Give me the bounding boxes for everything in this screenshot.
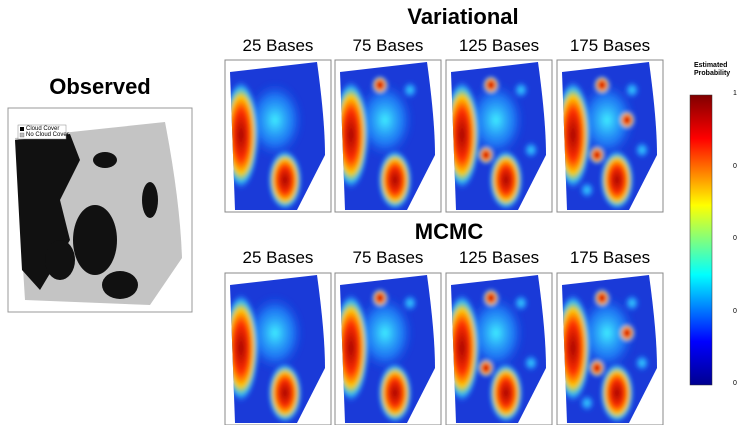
blob	[489, 150, 523, 210]
column-heading: 75 Bases	[352, 36, 424, 55]
blob	[513, 81, 529, 99]
map-fill	[562, 62, 657, 210]
map-fill	[451, 275, 546, 423]
blob	[245, 80, 305, 160]
blob	[523, 141, 539, 159]
blob	[579, 181, 595, 199]
colorbar-tick-label: 0.5	[733, 235, 737, 242]
blob	[577, 293, 637, 373]
column-heading: 175 Bases	[569, 248, 651, 267]
probability-map	[562, 275, 657, 423]
colorbar-tick-label: 0.2	[733, 308, 737, 315]
cloud-patches	[15, 134, 158, 299]
blob	[402, 294, 418, 312]
mcmc-title: MCMC	[414, 219, 484, 244]
blob	[268, 363, 302, 423]
observed-panel	[7, 107, 193, 313]
blob	[466, 293, 526, 373]
blob	[478, 146, 494, 164]
map-fill	[340, 275, 435, 423]
blob	[577, 80, 637, 160]
blob	[355, 80, 415, 160]
blob	[378, 150, 412, 210]
observed-title: Observed	[49, 74, 151, 99]
probability-map	[451, 275, 546, 423]
blob	[483, 76, 499, 94]
colorbar-tick-label: 0	[733, 380, 737, 387]
blob	[624, 294, 640, 312]
map-blobs	[562, 76, 650, 210]
probability-map	[340, 275, 435, 423]
blob	[402, 81, 418, 99]
blob	[268, 150, 302, 210]
blob	[619, 324, 635, 342]
probability-map	[562, 62, 657, 210]
column-heading: 75 Bases	[352, 248, 424, 267]
blob	[478, 359, 494, 377]
blob	[634, 141, 650, 159]
blob	[600, 150, 634, 210]
column-heading: 175 Bases	[569, 36, 651, 55]
column-heading: 125 Bases	[458, 36, 540, 55]
blob	[594, 289, 610, 307]
colorbar-title: Estimated Probability	[694, 62, 731, 77]
column-heading: 25 Bases	[242, 36, 314, 55]
variational-title: Variational	[407, 4, 519, 29]
blob	[589, 359, 605, 377]
blob	[634, 354, 650, 372]
blob	[489, 363, 523, 423]
legend-swatch	[19, 132, 25, 138]
blob	[600, 363, 634, 423]
blob	[483, 289, 499, 307]
blob	[372, 76, 388, 94]
blob	[372, 289, 388, 307]
blob	[589, 146, 605, 164]
blob	[245, 293, 305, 373]
blob	[619, 111, 635, 129]
blob	[378, 363, 412, 423]
legend-swatch	[20, 127, 24, 131]
legend-label: Cloud Cover	[26, 126, 60, 132]
map-fill	[562, 275, 657, 423]
blob	[466, 80, 526, 160]
colorbar-tick-label: 1	[733, 90, 737, 97]
column-heading: 25 Bases	[242, 248, 314, 267]
map-blobs	[451, 289, 539, 423]
blob	[579, 394, 595, 412]
blob	[513, 294, 529, 312]
column-heading: 125 Bases	[458, 248, 540, 267]
blob	[594, 76, 610, 94]
colorbar	[689, 94, 713, 386]
legend-label: No Cloud Cover	[26, 132, 69, 138]
legend-box	[17, 124, 67, 140]
colorbar-tick-label: 0.7	[733, 163, 737, 170]
map-blobs	[340, 289, 418, 423]
blob	[523, 354, 539, 372]
blob	[355, 293, 415, 373]
blob	[624, 81, 640, 99]
